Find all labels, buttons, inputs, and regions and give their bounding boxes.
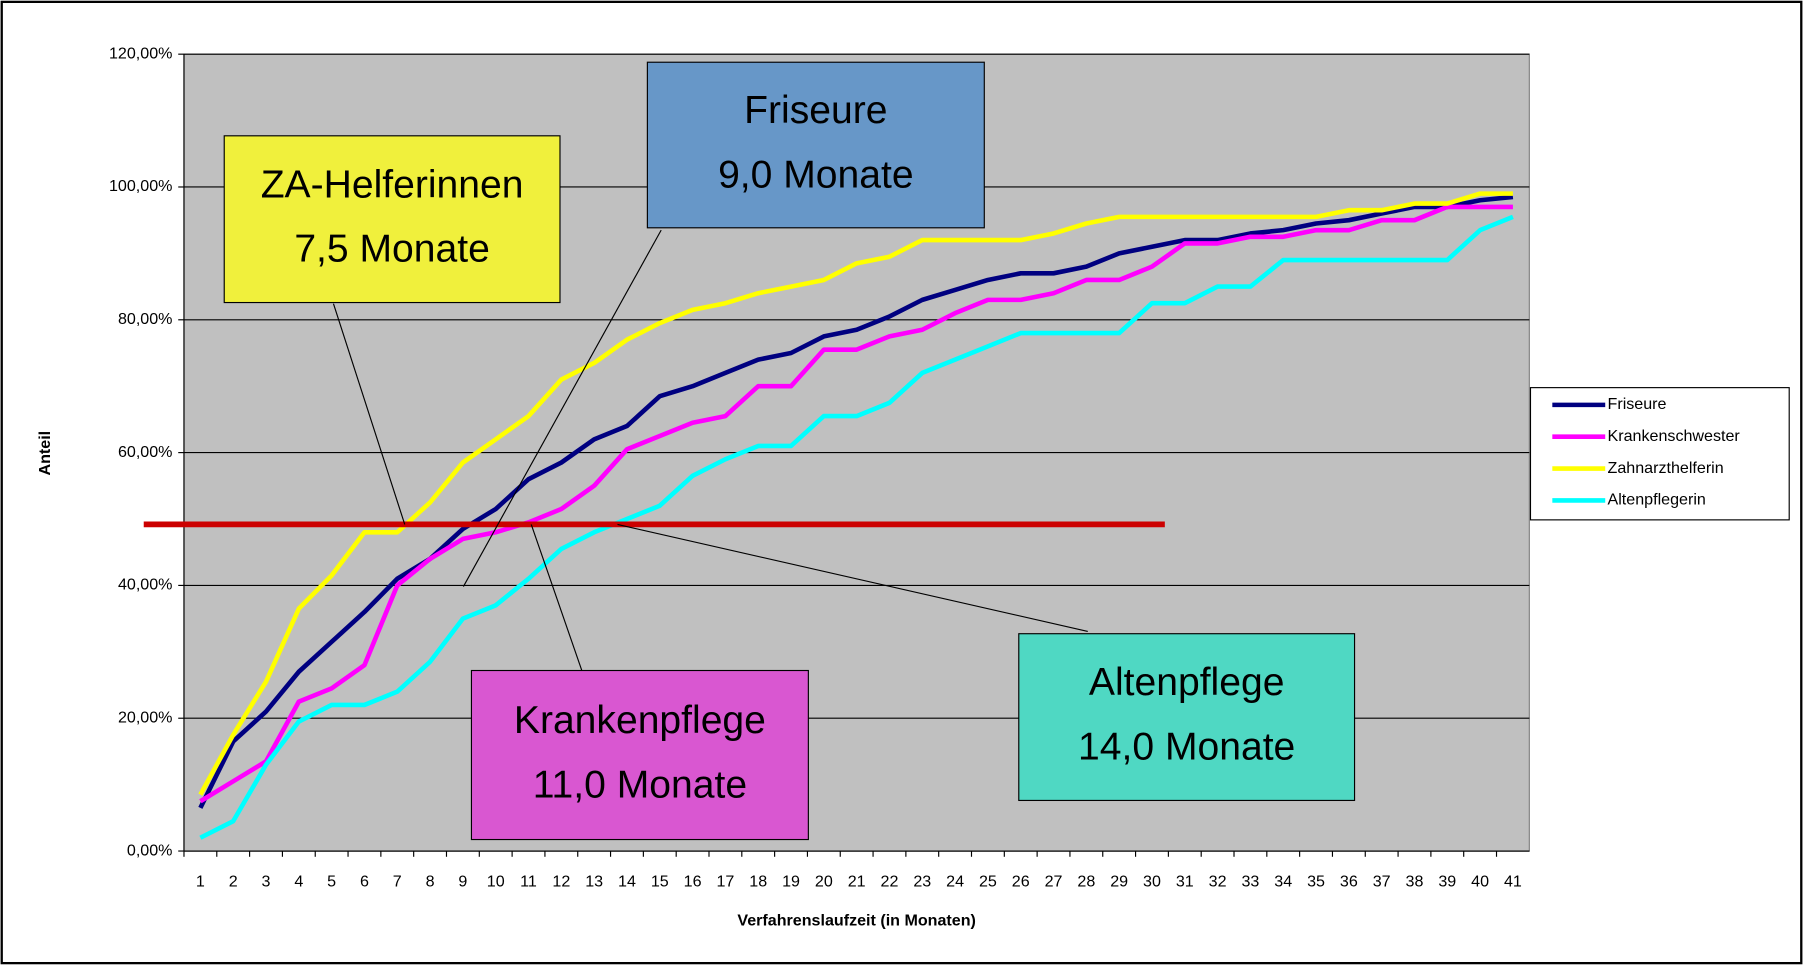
annotation-text: 9,0 Monate: [718, 154, 914, 197]
leader-line: [332, 303, 406, 525]
x-tick-label: 1: [196, 872, 205, 890]
x-tick-label: 9: [458, 872, 467, 890]
x-tick-label: 37: [1373, 872, 1391, 890]
series-line: [199, 204, 1513, 804]
leader-lines: [332, 229, 1088, 671]
legend-label: Krankenschwester: [1608, 427, 1741, 445]
annotation-box: [223, 135, 561, 304]
grid: 0,00% 20,00% 40,00% 60,00% 80,00% 100,00% 120,…: [109, 44, 1530, 890]
x-tick-label: 23: [913, 872, 931, 890]
x-tick-label: 6: [360, 872, 369, 890]
x-tick-label: 14: [618, 872, 636, 890]
x-tick-label: 30: [1143, 872, 1161, 890]
x-tick-label: 17: [716, 872, 734, 890]
x-tick-label: 38: [1406, 872, 1424, 890]
x-tick-label: 28: [1077, 872, 1095, 890]
x-tick-label: 34: [1274, 872, 1292, 890]
x-tick-label: 29: [1110, 872, 1128, 890]
x-tick-label: 24: [946, 872, 964, 890]
legend-box: [1529, 387, 1790, 521]
legend-label: Altenpflegerin: [1608, 491, 1706, 509]
x-tick-label: 2: [229, 872, 238, 890]
x-tick-label: 35: [1307, 872, 1325, 890]
x-tick-label: 41: [1504, 872, 1522, 890]
y-tick-label: 80,00%: [118, 310, 173, 328]
x-tick-label: 12: [552, 872, 570, 890]
legend: Friseure Krankenschwester Zahnarzthelferin…: [1529, 387, 1790, 521]
y-tick-label: 0,00%: [127, 841, 173, 859]
annotation-text: 7,5 Monate: [294, 228, 490, 271]
x-tick-label: 36: [1340, 872, 1358, 890]
y-tick-label: 40,00%: [118, 576, 173, 594]
x-tick-label: 21: [848, 872, 866, 890]
y-tick-label: 20,00%: [118, 708, 173, 726]
x-tick-label: 13: [585, 872, 603, 890]
x-tick-label: 31: [1176, 872, 1194, 890]
y-tick-label: 60,00%: [118, 443, 173, 461]
x-tick-label: 8: [426, 872, 435, 890]
series-line: [199, 214, 1514, 840]
x-tick-label: 32: [1209, 872, 1227, 890]
x-tick-label: 27: [1045, 872, 1063, 890]
annotation-box: [646, 61, 985, 229]
x-tick-label: 33: [1241, 872, 1259, 890]
x-tick-label: 7: [393, 872, 402, 890]
x-tick-label: 3: [262, 872, 271, 890]
annotation-text: Altenpflege: [1089, 661, 1285, 704]
x-tick-label: 40: [1471, 872, 1489, 890]
annotations: ZA-Helferinnen 7,5 Monate Friseure 9,0 Mona…: [223, 61, 1356, 841]
series-line: [198, 191, 1513, 796]
x-tick-label: 10: [487, 872, 505, 890]
annotation-text: Friseure: [744, 89, 887, 132]
y-tick-label: 120,00%: [109, 44, 172, 62]
x-tick-label: 5: [327, 872, 336, 890]
x-tick-label: 16: [684, 872, 702, 890]
x-tick-label: 19: [782, 872, 800, 890]
x-tick-label: 20: [815, 872, 833, 890]
x-tick-label: 11: [520, 872, 537, 890]
annotation-text: ZA-Helferinnen: [261, 163, 524, 206]
y-tick-label: 100,00%: [109, 177, 172, 195]
x-tick-label: 4: [294, 872, 303, 890]
x-tick-label: 25: [979, 872, 997, 890]
legend-label: Friseure: [1608, 395, 1667, 413]
series-lines: [143, 191, 1514, 840]
annotation-box: [1018, 633, 1356, 802]
leader-line: [530, 524, 583, 671]
x-tick-label: 15: [651, 872, 669, 890]
annotation-text: 11,0 Monate: [533, 764, 747, 807]
legend-label: Zahnarzthelferin: [1608, 459, 1724, 477]
y-axis-title: Anteil: [36, 431, 54, 476]
x-tick-label: 22: [881, 872, 899, 890]
x-tick-label: 26: [1012, 872, 1030, 890]
x-axis-title: Verfahrenslaufzeit (in Monaten): [737, 911, 976, 929]
annotation-box: [470, 669, 809, 841]
x-tick-label: 39: [1438, 872, 1456, 890]
leader-line: [617, 523, 1088, 632]
x-tick-label: 18: [749, 872, 767, 890]
annotation-text: Krankenpflege: [514, 699, 766, 742]
leader-line: [462, 229, 662, 587]
annotation-text: 14,0 Monate: [1078, 726, 1295, 769]
